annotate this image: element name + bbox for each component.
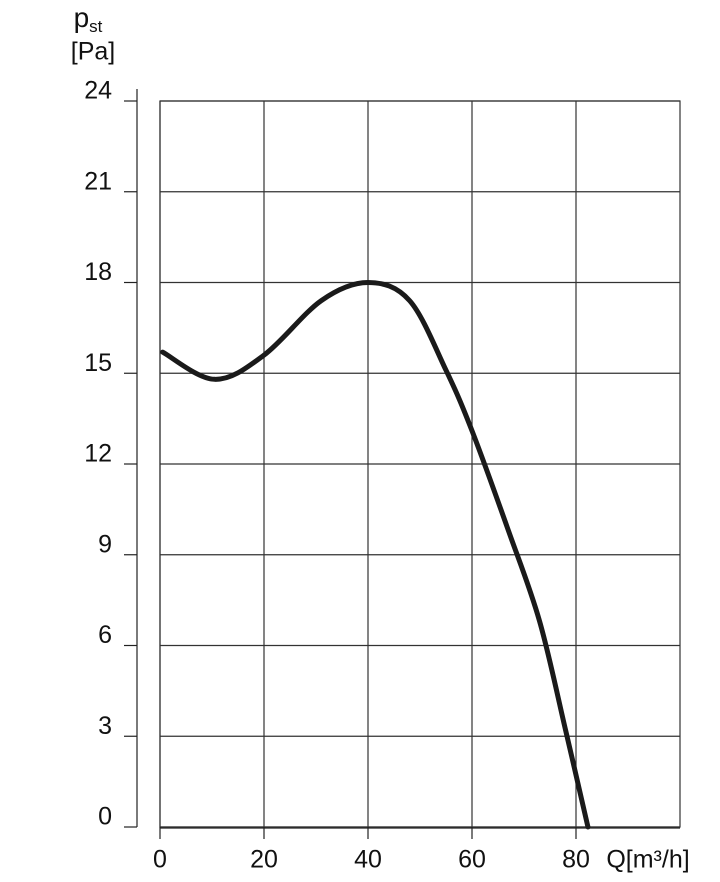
y-label-symbol: p [74,2,90,33]
y-label-subscript: st [89,17,103,36]
y-tick-label: 9 [98,530,112,558]
y-tick-label: 15 [84,349,112,377]
y-axis-unit: [Pa] [71,38,115,66]
x-axis-label: Q[m³/h] [606,846,689,874]
y-tick-label: 18 [84,258,112,286]
x-tick-label: 0 [153,846,167,874]
x-tick-label: 80 [562,846,590,874]
y-tick-label: 24 [84,77,112,105]
y-tick-label: 12 [84,440,112,468]
y-tick-label: 0 [98,803,112,831]
x-tick-label: 20 [250,846,278,874]
x-tick-label: 60 [458,846,486,874]
curve [160,279,591,830]
y-axis-label: pst [74,2,103,36]
y-tick-label: 3 [98,712,112,740]
x-tick-label: 40 [354,846,382,874]
y-tick-label: 6 [98,621,112,649]
y-tick-label: 21 [84,167,112,195]
